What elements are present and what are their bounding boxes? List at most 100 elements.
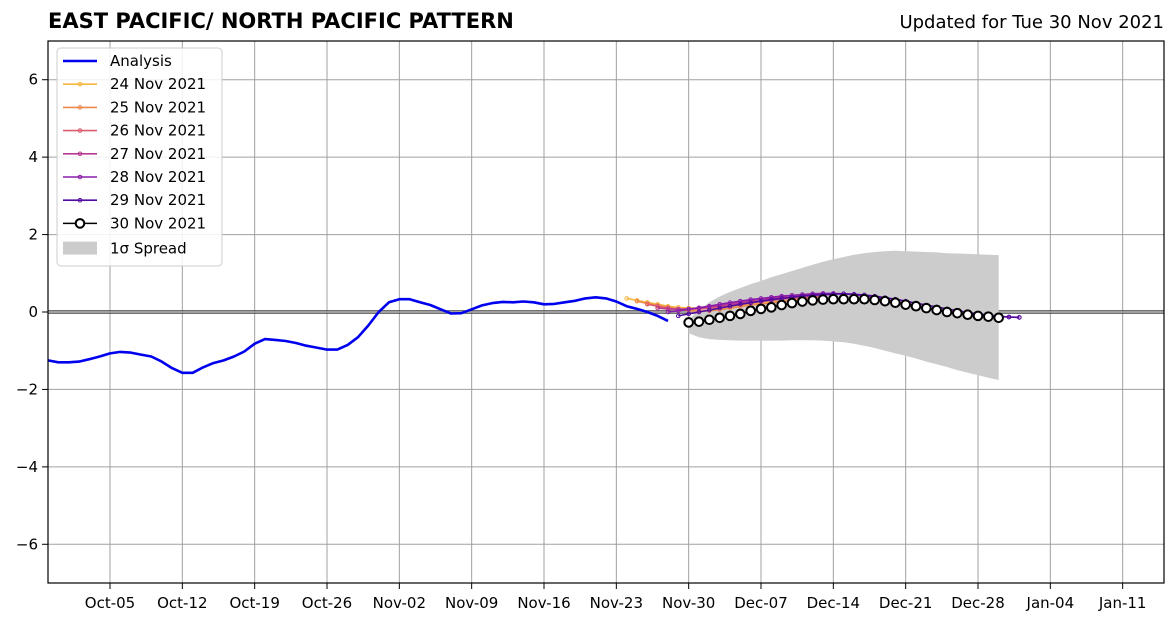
forecast-point [910,300,922,312]
forecast-point [1017,315,1022,320]
x-tick-label: Nov-09 [445,594,498,612]
legend-label: 1σ Spread [110,240,187,258]
forecast-point [693,316,705,327]
legend-label: 28 Nov 2021 [110,168,206,186]
forecast-point [676,308,681,314]
x-tick-label: Jan-04 [1026,594,1075,612]
legend-label: 29 Nov 2021 [110,191,206,209]
forecast-point [817,294,829,305]
forecast-point [807,295,818,306]
forecast-point [758,296,764,301]
forecast-point [724,310,736,322]
forecast-point [838,293,849,305]
updated-label: Updated for Tue 30 Nov 2021 [899,12,1164,33]
forecast-point [714,312,725,324]
legend-swatch-marker [77,128,83,133]
forecast-point [727,303,733,309]
forecast-point [707,307,712,313]
forecast-line [678,292,1020,319]
legend-swatch-marker [77,81,83,87]
forecast-point [828,293,839,305]
forecast-point [704,314,715,326]
forecast-point [859,293,870,305]
forecast-point [972,310,984,322]
forecast-point [748,297,753,302]
forecast-point [655,303,660,309]
y-tick-label: 2 [28,226,38,244]
forecast-point [921,302,932,314]
series-layer [47,291,1022,375]
forecast-point [634,298,640,304]
forecast-point [941,306,953,318]
chart-title: EAST PACIFIC/ NORTH PACIFIC PATTERN [48,9,514,33]
forecast-point [686,306,691,312]
y-tick-label: 6 [28,71,38,89]
forecast-point [696,309,702,315]
forecast-point [696,305,702,311]
forecast-point [769,297,774,302]
forecast-point [735,308,746,320]
legend-label: 26 Nov 2021 [110,122,206,140]
y-tick-label: 4 [28,148,38,166]
forecast-point [683,317,694,328]
forecast-point [1006,314,1012,320]
y-tick-label: −2 [16,380,38,398]
x-tick-label: Nov-16 [517,594,570,612]
forecast-point [665,306,671,312]
x-tick-label: Nov-30 [662,594,715,612]
legend-box [56,47,223,267]
legend-label: 27 Nov 2021 [110,145,206,163]
forecast-point [645,301,650,307]
forecast-point [962,309,973,321]
x-tick-label: Oct-19 [229,594,279,612]
x-tick-label: Dec-07 [734,594,788,612]
x-tick-label: Oct-12 [157,594,207,612]
x-tick-label: Dec-14 [807,594,861,612]
x-tick-label: Nov-23 [590,594,643,612]
forecast-point [766,302,777,313]
legend-label: 30 Nov 2021 [110,214,206,232]
forecast-point [758,298,764,304]
legend-swatch-marker [77,151,83,157]
legend-label: Analysis [110,52,172,70]
forecast-point [624,296,629,301]
forecast-point [786,297,798,309]
forecast-point [931,304,942,316]
x-tick-label: Oct-05 [85,594,135,612]
forecast-point [738,301,743,307]
legend-label: 25 Nov 2021 [110,98,206,116]
forecast-point [676,313,681,319]
analysis-line [47,295,669,375]
forecast-point [952,307,963,319]
x-tick-label: Nov-02 [373,594,426,612]
y-tick-label: −4 [16,458,38,476]
legend-swatch [63,241,97,255]
forecast-point [776,299,787,311]
legend-label: 24 Nov 2021 [110,75,206,93]
forecast-point [745,305,756,317]
forecast-point [755,303,767,315]
legend-swatch-marker [74,218,86,229]
forecast-point [686,311,691,317]
forecast-point [983,311,994,322]
x-tick-label: Dec-21 [879,594,933,612]
spread-layer [688,250,999,381]
y-tick-label: 0 [28,303,38,321]
axis-layer: Oct-05 Oct-12 Oct-19 Oct-26 Nov-02 Nov-09 Nov-… [16,40,1165,612]
forecast-point [797,296,808,307]
forecast-point [748,300,753,306]
y-tick-label: −6 [16,535,38,553]
legend-swatch-marker [77,105,83,110]
forecast-point [655,305,660,311]
forecast-point [848,293,860,305]
forecast-point [890,297,901,309]
x-tick-label: Dec-28 [951,594,1005,612]
forecast-point [869,294,880,306]
forecast-point [993,312,1004,324]
x-tick-label: Jan-11 [1098,594,1147,612]
forecast-point [879,295,891,307]
forecast-point [717,305,722,311]
forecast-point [738,298,743,304]
legend: Analysis 24 Nov 2021 25 Nov 2021 26 Nov 202… [56,47,223,267]
